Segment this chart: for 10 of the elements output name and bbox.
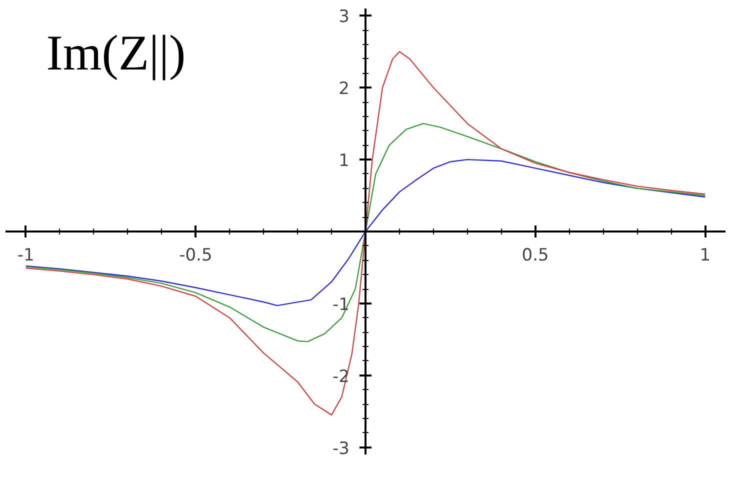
x-tick-label: -1	[17, 246, 34, 266]
chart-title: Im(Z||)	[46, 24, 186, 80]
y-tick-label: 3	[338, 7, 350, 28]
y-tick-label: -1	[332, 294, 350, 315]
x-tick-label: 0.5	[522, 246, 549, 266]
y-tick-label: -3	[332, 438, 350, 459]
x-tick-label: -0.5	[179, 246, 212, 266]
y-tick-label: 2	[338, 79, 350, 100]
x-tick-label: 1	[700, 246, 711, 266]
y-tick-label: 1	[338, 151, 350, 172]
